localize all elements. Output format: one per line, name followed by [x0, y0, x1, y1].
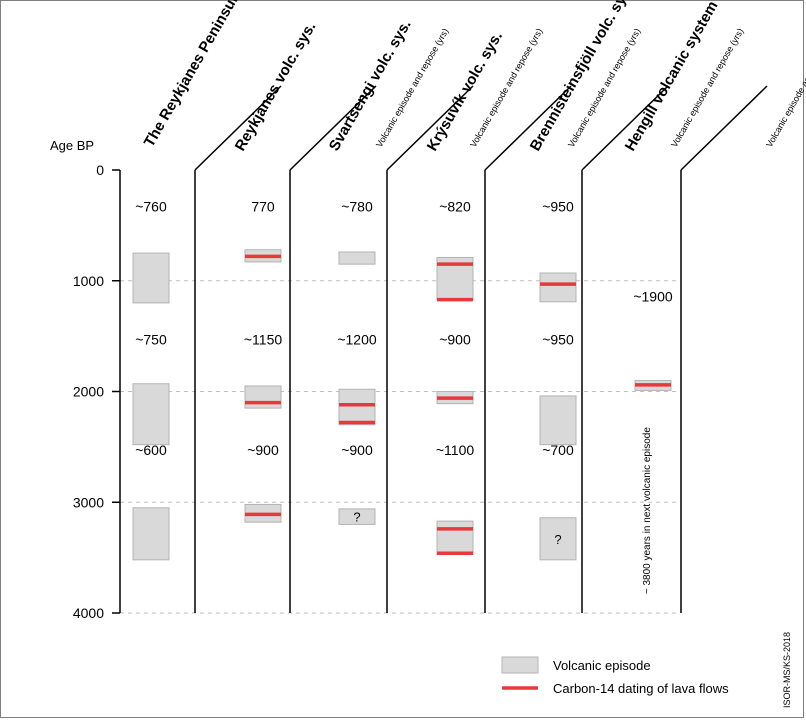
overall-repose-label-1: ~750 — [135, 331, 167, 347]
column-header-line-0 — [194, 85, 282, 171]
column-header-line-3 — [484, 85, 572, 171]
system-3-repose-label-1: ~950 — [542, 331, 574, 347]
system-title-4: Hengill volcanic system — [622, 0, 722, 154]
system-1-episode-note-2: ? — [353, 510, 360, 525]
y-tick-label-3000: 3000 — [73, 494, 104, 510]
legend-c14-label: Carbon-14 dating of lava flows — [553, 681, 729, 696]
system-subtitle-1: Volcanic episode and repose (yrs) — [468, 27, 544, 149]
system-1-episode-2 — [338, 508, 376, 525]
column-header-line-2 — [386, 85, 474, 171]
y-tick-label-4000: 4000 — [73, 605, 104, 621]
system-3-repose-label-2: ~700 — [542, 442, 574, 458]
column-header-line-4 — [581, 85, 669, 171]
system-1-repose-label-2: ~900 — [341, 442, 373, 458]
overall-episode-1 — [132, 383, 170, 446]
legend-episode-swatch — [501, 656, 539, 674]
system-0-episode-1 — [244, 385, 282, 409]
system-3-episode-1 — [539, 395, 577, 446]
y-tick-label-0: 0 — [96, 162, 104, 178]
system-0-repose-label-2: ~900 — [247, 442, 279, 458]
y-tick-label-1000: 1000 — [73, 273, 104, 289]
system-title-0: Reykjanes volc. sys. — [232, 19, 320, 154]
legend-episode-label: Volcanic episode — [553, 658, 651, 673]
overall-column-title: The Reykjanes Peninsula — [141, 0, 246, 150]
system-2-repose-label-0: ~820 — [439, 199, 471, 215]
system-1-episode-1 — [338, 388, 376, 426]
system-subtitle-4: Volcanic episode and repose (yrs) — [764, 27, 806, 149]
system-3-repose-label-0: ~950 — [542, 199, 574, 215]
system-2-repose-label-1: ~900 — [439, 331, 471, 347]
system-2-episode-2 — [436, 520, 474, 555]
overall-repose-label-2: ~600 — [135, 442, 167, 458]
overall-episode-0 — [132, 252, 170, 304]
system-2-repose-label-2: ~1100 — [436, 442, 474, 458]
system-4-vertical-note: ~ 3800 years in next volcanic episode — [642, 427, 653, 594]
system-1-repose-label-0: ~780 — [341, 199, 373, 215]
overall-episode-2 — [132, 507, 170, 561]
system-0-repose-label-0: 770 — [251, 199, 275, 215]
y-tick-label-2000: 2000 — [73, 384, 104, 400]
column-header-line-5 — [680, 85, 768, 171]
system-1-episode-0 — [338, 251, 376, 265]
system-3-episode-2 — [539, 517, 577, 561]
system-1-repose-label-1: ~1200 — [337, 331, 377, 347]
overall-repose-label-0: ~760 — [135, 199, 167, 215]
system-3-episode-0 — [539, 272, 577, 303]
credit-text: ISOR-MS/KS-2018 — [782, 632, 792, 708]
column-header-line-1 — [289, 85, 377, 171]
system-3-episode-note-2: ? — [554, 532, 561, 547]
system-title-1: Svartsengi volc. sys. — [326, 17, 415, 154]
system-4-repose-label-0: ~1900 — [633, 288, 673, 304]
system-0-repose-label-1: ~1150 — [244, 331, 282, 347]
y-axis-label: Age BP — [50, 138, 94, 153]
